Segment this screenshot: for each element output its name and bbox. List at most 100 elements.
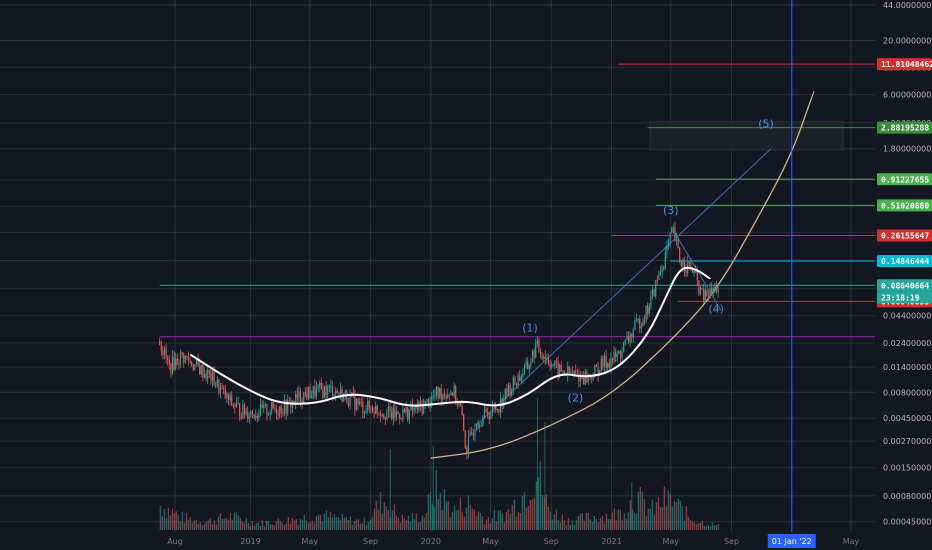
wave-labels: (1) (2) (3) (4) (5): [522, 117, 774, 404]
candle-body: [386, 412, 388, 420]
volume-bar: [177, 514, 180, 530]
volume-bar: [661, 507, 664, 530]
volume-bar: [561, 514, 564, 530]
candle-body: [239, 403, 241, 416]
volume-bar: [213, 520, 216, 530]
volume-bar: [435, 470, 438, 530]
candle-body: [672, 227, 674, 229]
countdown-tag: [877, 291, 932, 304]
volume-bar: [343, 517, 346, 530]
candle-body: [240, 415, 242, 419]
candle-body: [408, 409, 410, 420]
channel-line: [475, 148, 772, 427]
volume-bar: [513, 499, 516, 530]
candle-body: [675, 239, 678, 241]
candle-body: [704, 290, 706, 303]
volume-bar: [617, 509, 620, 530]
wave-label: (4): [708, 303, 724, 316]
candle-body: [359, 401, 361, 404]
volume-bar: [271, 524, 274, 530]
y-tick-label: 0.00270000: [883, 437, 931, 446]
volume-bar: [431, 504, 434, 530]
volume-bar: [163, 509, 166, 530]
volume-spike: [536, 398, 538, 530]
candle-body: [376, 405, 378, 413]
volume-bar: [559, 522, 562, 530]
candle-body: [168, 359, 170, 364]
candle-body: [667, 241, 670, 247]
volume-bar: [515, 516, 518, 530]
volume-bar: [211, 524, 214, 530]
volume-bar: [665, 506, 668, 530]
candle-body: [400, 418, 402, 420]
candle-body: [271, 402, 273, 413]
volume-bar: [575, 520, 578, 530]
candle-body: [189, 361, 191, 363]
volume-bar: [711, 522, 714, 530]
volume-bar: [337, 517, 340, 530]
volume-bar: [393, 504, 396, 530]
candle-body: [491, 404, 494, 413]
volume-bar: [573, 524, 576, 530]
x-axis-background: [0, 532, 932, 550]
volume-bar: [489, 523, 492, 530]
volume-bar: [217, 516, 220, 530]
candle-body: [283, 399, 286, 414]
candle-body: [707, 296, 710, 298]
volume-bar: [611, 512, 614, 530]
candle-body: [351, 392, 353, 395]
volume-bar: [365, 525, 368, 530]
candle-body: [586, 372, 588, 383]
candle-body: [504, 388, 506, 401]
volume-bar: [347, 519, 350, 530]
candle-body: [267, 414, 270, 416]
volume-bar: [701, 520, 704, 530]
candle-body: [264, 404, 266, 406]
candle-body: [293, 400, 295, 404]
volume-bar: [223, 518, 226, 530]
volume-bar: [319, 514, 322, 530]
y-tick-label: 44.00000000: [883, 1, 932, 10]
volume-bar: [303, 514, 306, 530]
volume-bar: [443, 489, 446, 530]
candle-body: [439, 388, 441, 398]
x-tick-label: 2021: [601, 537, 621, 546]
volume-bar: [467, 495, 470, 530]
candle-body: [362, 401, 364, 414]
volume-bar: [401, 514, 404, 530]
candle-body: [631, 333, 633, 338]
volume-bar: [631, 508, 634, 530]
candle-body: [610, 358, 612, 368]
volume-bar: [449, 517, 452, 530]
volume-bar: [373, 508, 376, 530]
volume-bar: [379, 492, 382, 530]
candle-body: [223, 388, 225, 390]
volume-bar: [361, 523, 364, 530]
volume-bar: [289, 523, 292, 530]
candle-body: [229, 395, 231, 400]
volume-bar: [459, 497, 462, 530]
candle-body: [567, 366, 569, 376]
volume-bar: [405, 520, 408, 530]
volume-bar: [577, 515, 580, 530]
candle-body: [384, 417, 386, 420]
volume-bar: [667, 490, 670, 530]
candle-body: [712, 288, 714, 293]
wave-label: (2): [568, 392, 584, 405]
volume-bar: [551, 519, 554, 530]
candle-body: [226, 393, 228, 398]
candle-body: [213, 371, 215, 386]
candle-body: [184, 355, 186, 363]
volume-bar: [589, 519, 592, 530]
candle-body: [178, 364, 180, 366]
target-zone-box: [649, 120, 844, 151]
candle-body: [578, 373, 580, 382]
volume-bar: [679, 500, 682, 530]
volume-bar: [485, 519, 488, 530]
candle-body: [330, 385, 332, 387]
candle-body: [231, 395, 233, 405]
volume-bar: [479, 512, 482, 530]
volume-bar: [207, 520, 210, 530]
